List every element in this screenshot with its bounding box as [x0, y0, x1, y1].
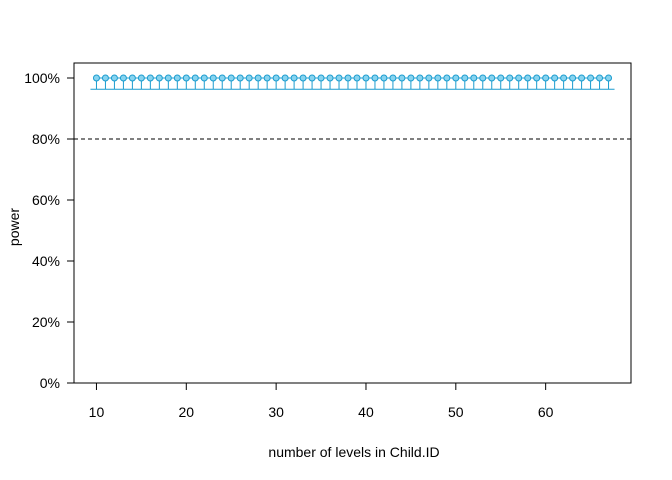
data-point: [443, 74, 451, 82]
data-point: [272, 74, 280, 82]
data-point: [515, 74, 523, 82]
data-point: [551, 74, 559, 82]
data-point: [398, 74, 406, 82]
data-point: [425, 74, 433, 82]
data-point: [470, 74, 478, 82]
data-point: [254, 74, 262, 82]
data-point: [299, 74, 307, 82]
data-point: [335, 74, 343, 82]
data-point: [389, 74, 397, 82]
data-point: [263, 74, 271, 82]
data-point: [371, 74, 379, 82]
data-point: [461, 74, 469, 82]
x-tick-label: 30: [268, 404, 284, 420]
data-point: [200, 74, 208, 82]
y-axis-title: power: [6, 208, 22, 246]
data-point: [497, 74, 505, 82]
data-point: [479, 74, 487, 82]
data-point: [92, 74, 100, 82]
data-point: [542, 74, 550, 82]
data-point: [605, 74, 613, 82]
y-tick-label: 0%: [40, 375, 60, 391]
data-point: [587, 74, 595, 82]
data-point: [245, 74, 253, 82]
data-point: [317, 74, 325, 82]
y-tick-label: 80%: [32, 131, 60, 147]
x-tick-label: 40: [358, 404, 374, 420]
data-point: [110, 74, 118, 82]
data-point: [191, 74, 199, 82]
y-axis: 0% 20% 40% 60% 80% 100%: [24, 70, 75, 391]
data-point: [596, 74, 604, 82]
data-point: [533, 74, 541, 82]
data-point: [506, 74, 514, 82]
data-point: [227, 74, 235, 82]
data-point: [164, 74, 172, 82]
data-point: [137, 74, 145, 82]
x-axis: 10 20 30 40 50 60: [89, 382, 554, 420]
data-point: [218, 74, 226, 82]
data-point: [353, 74, 361, 82]
x-axis-title: number of levels in Child.ID: [268, 444, 439, 460]
data-point: [290, 74, 298, 82]
data-point: [308, 74, 316, 82]
x-tick-label: 10: [89, 404, 105, 420]
data-point: [416, 74, 424, 82]
data-point: [362, 74, 370, 82]
y-tick-label: 100%: [24, 70, 60, 86]
data-point: [380, 74, 388, 82]
x-tick-label: 20: [179, 404, 195, 420]
x-tick-label: 50: [448, 404, 464, 420]
series-group: [90, 74, 615, 90]
data-point: [209, 74, 217, 82]
data-point: [146, 74, 154, 82]
y-tick-label: 20%: [32, 314, 60, 330]
y-tick-label: 40%: [32, 253, 60, 269]
data-point: [173, 74, 181, 82]
x-tick-label: 60: [538, 404, 554, 420]
data-point: [524, 74, 532, 82]
data-point: [281, 74, 289, 82]
data-point: [407, 74, 415, 82]
plot-area-frame: [73, 62, 632, 384]
data-point: [182, 74, 190, 82]
y-tick-label: 60%: [32, 192, 60, 208]
data-point: [101, 74, 109, 82]
data-point: [326, 74, 334, 82]
data-point: [560, 74, 568, 82]
data-point: [236, 74, 244, 82]
data-point: [119, 74, 127, 82]
data-point: [128, 74, 136, 82]
data-point: [434, 74, 442, 82]
data-point: [452, 74, 460, 82]
data-point: [578, 74, 586, 82]
data-point: [344, 74, 352, 82]
data-point: [488, 74, 496, 82]
data-point: [155, 74, 163, 82]
data-point: [569, 74, 577, 82]
